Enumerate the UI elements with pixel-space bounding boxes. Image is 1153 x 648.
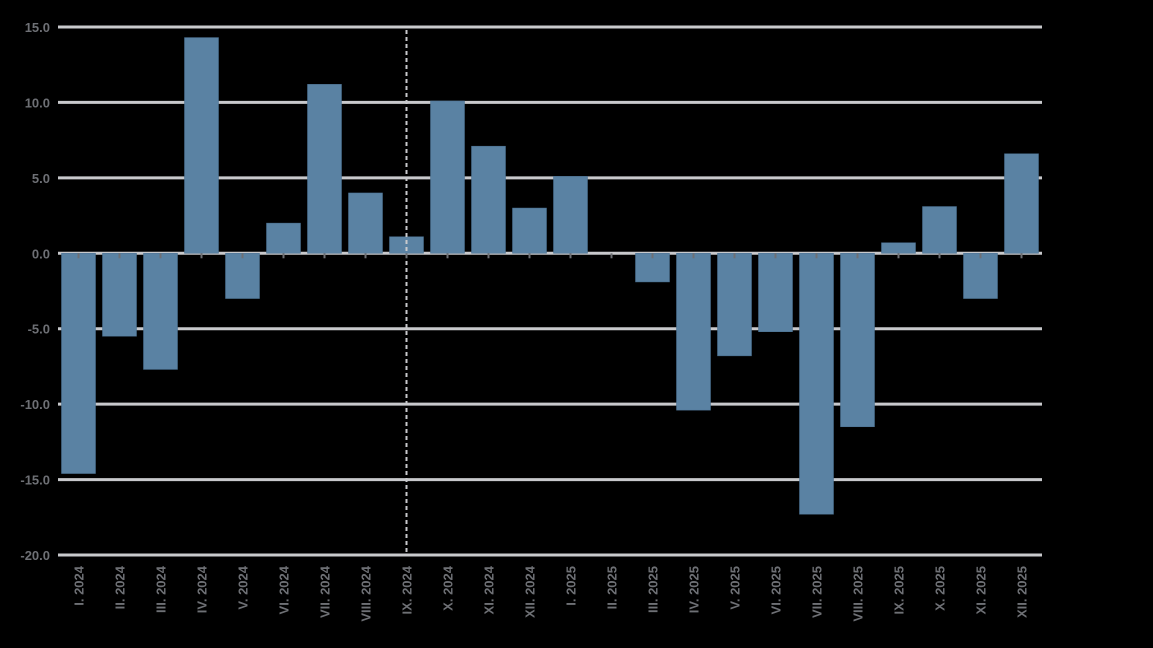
y-tick-label: -5.0 <box>28 322 50 337</box>
bar <box>676 253 711 411</box>
bar <box>143 253 178 370</box>
y-tick-label: 10.0 <box>25 95 50 110</box>
x-tick-label: IX. 2025 <box>892 566 907 614</box>
bar <box>881 242 916 254</box>
x-tick-label: IV. 2024 <box>195 565 210 613</box>
bar <box>840 253 875 428</box>
bar <box>1004 153 1039 254</box>
bar <box>348 192 383 254</box>
x-tick-label: XII. 2024 <box>523 565 538 618</box>
x-axis-ticks: I. 2024 II. 2024 III. 2024 IV. 2024 V. 2024 V… <box>72 253 1030 622</box>
bar <box>471 145 506 254</box>
x-tick-label: V. 2025 <box>728 566 743 610</box>
y-tick-label: -20.0 <box>20 548 50 563</box>
x-tick-label: I. 2024 <box>72 565 87 606</box>
x-tick-label: IX. 2024 <box>400 565 415 614</box>
x-tick-label: I. 2025 <box>564 566 579 606</box>
bar <box>512 207 547 254</box>
y-tick-label: -10.0 <box>20 397 50 412</box>
y-tick-label: 0.0 <box>32 246 50 261</box>
x-tick-label: XII. 2025 <box>1015 566 1030 618</box>
x-tick-label: VII. 2025 <box>810 566 825 618</box>
y-tick-label: -15.0 <box>20 473 50 488</box>
y-tick-label: 15.0 <box>25 20 50 35</box>
x-tick-label: II. 2024 <box>113 565 128 609</box>
y-axis-ticks: 15.0 10.0 5.0 0.0 -5.0 -10.0 -15.0 -20.0 <box>20 20 50 563</box>
x-tick-label: V. 2024 <box>236 565 251 609</box>
bar <box>922 206 957 254</box>
x-tick-label: III. 2024 <box>154 565 169 613</box>
bar <box>266 222 301 254</box>
bar <box>102 253 137 337</box>
bar <box>553 176 588 254</box>
bar <box>430 100 465 254</box>
bar <box>225 253 260 299</box>
x-tick-label: IV. 2025 <box>687 566 702 613</box>
bar <box>758 253 793 332</box>
x-tick-label: VI. 2024 <box>277 565 292 614</box>
x-tick-label: X. 2025 <box>933 566 948 611</box>
x-tick-label: XI. 2024 <box>482 565 497 614</box>
bar <box>61 253 96 474</box>
x-tick-label: XI. 2025 <box>974 566 989 614</box>
y-tick-label: 5.0 <box>32 171 50 186</box>
gridlines <box>58 25 1042 557</box>
x-tick-label: X. 2024 <box>441 565 456 611</box>
bar <box>963 253 998 299</box>
x-tick-label: VIII. 2024 <box>359 565 374 621</box>
bar <box>717 253 752 357</box>
x-tick-label: II. 2025 <box>605 566 620 609</box>
bar <box>799 253 834 515</box>
bar <box>307 84 342 254</box>
x-tick-label: VII. 2024 <box>318 565 333 618</box>
bars <box>61 37 1039 515</box>
x-tick-label: III. 2025 <box>646 566 661 613</box>
x-tick-label: VI. 2025 <box>769 566 784 614</box>
bar <box>184 37 219 254</box>
x-tick-label: VIII. 2025 <box>851 566 866 622</box>
